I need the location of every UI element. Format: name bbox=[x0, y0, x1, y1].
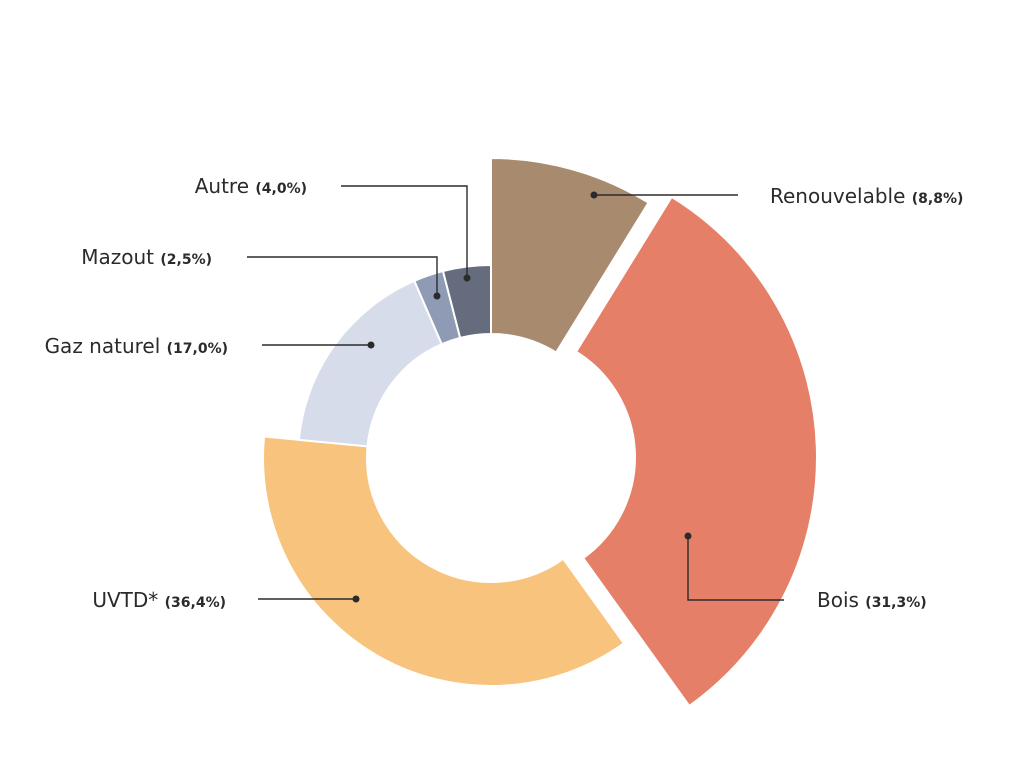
label-autre: Autre (4,0%) bbox=[195, 174, 307, 198]
label-mazout: Mazout (2,5%) bbox=[81, 245, 212, 269]
leader-dot-mazout bbox=[433, 292, 441, 300]
leader-line-mazout bbox=[247, 256, 438, 296]
label-name-uvtd: UVTD* bbox=[92, 588, 164, 612]
label-uvtd: UVTD* (36,4%) bbox=[92, 588, 226, 612]
slice-renouvelable bbox=[490, 156, 650, 354]
leader-line-autre bbox=[341, 185, 468, 278]
leader-dot-renouvelable bbox=[590, 191, 598, 199]
label-name-gaz-naturel: Gaz naturel bbox=[45, 334, 167, 358]
slice-bois bbox=[574, 195, 818, 708]
label-bois: Bois (31,3%) bbox=[817, 588, 927, 612]
slice-uvtd bbox=[262, 435, 626, 687]
label-name-bois: Bois bbox=[817, 588, 865, 612]
labels-layer: Renouvelable (8,8%) Bois (31,3%) UVTD* (36… bbox=[45, 174, 964, 612]
leader-line-bois bbox=[687, 536, 784, 601]
slice-gaz-naturel bbox=[297, 279, 444, 448]
slices-layer bbox=[262, 156, 818, 708]
label-value-uvtd: (36,4%) bbox=[165, 595, 226, 611]
label-name-autre: Autre bbox=[195, 174, 256, 198]
label-value-bois: (31,3%) bbox=[865, 595, 926, 611]
leader-dot-bois bbox=[684, 532, 692, 540]
leader-dot-uvtd bbox=[352, 595, 360, 603]
label-value-gaz-naturel: (17,0%) bbox=[167, 341, 228, 357]
label-name-mazout: Mazout bbox=[81, 245, 160, 269]
label-value-renouvelable: (8,8%) bbox=[912, 191, 964, 207]
label-name-renouvelable: Renouvelable bbox=[770, 184, 912, 208]
leader-dot-autre bbox=[463, 274, 471, 282]
label-value-autre: (4,0%) bbox=[255, 181, 307, 197]
label-value-mazout: (2,5%) bbox=[160, 252, 212, 268]
label-gaz-naturel: Gaz naturel (17,0%) bbox=[45, 334, 228, 358]
slice-autre bbox=[441, 263, 492, 340]
leader-dot-gaz-naturel bbox=[367, 341, 375, 349]
label-renouvelable: Renouvelable (8,8%) bbox=[770, 184, 963, 208]
